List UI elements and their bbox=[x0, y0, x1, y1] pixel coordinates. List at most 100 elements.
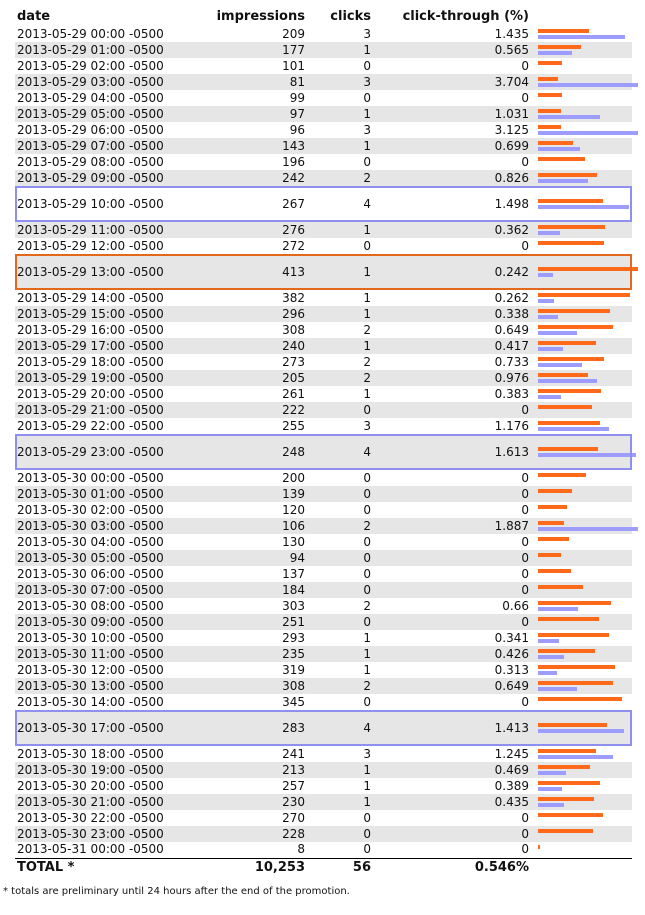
table-row: 2013-05-29 05:00 -0500 97 1 1.031 bbox=[15, 106, 632, 122]
row-date: 2013-05-29 12:00 -0500 bbox=[17, 238, 164, 253]
row-date: 2013-05-30 23:00 -0500 bbox=[15, 826, 195, 842]
clicks-bar bbox=[538, 347, 563, 351]
row-impressions: 200 bbox=[282, 470, 305, 485]
clicks-bar bbox=[538, 729, 624, 733]
row-click-through: 0.341 bbox=[494, 630, 529, 645]
clicks-bar bbox=[538, 395, 561, 399]
footnote: * totals are preliminary until 24 hours … bbox=[3, 886, 350, 897]
row-date: 2013-05-30 19:00 -0500 bbox=[15, 762, 195, 778]
row-bars bbox=[533, 138, 632, 154]
impressions-bar bbox=[538, 569, 571, 573]
row-impressions: 293 bbox=[282, 630, 305, 645]
row-impressions: 209 bbox=[282, 26, 305, 41]
row-impressions: 120 bbox=[282, 502, 305, 517]
table-row: 2013-05-30 20:00 -0500 257 1 0.389 bbox=[15, 778, 632, 794]
row-date: 2013-05-29 00:00 -0500 bbox=[17, 26, 164, 41]
row-bars bbox=[533, 826, 632, 842]
row-impressions: 382 bbox=[282, 290, 305, 305]
table-row: 2013-05-29 09:00 -0500 242 2 0.826 bbox=[15, 170, 632, 186]
clicks-bar bbox=[538, 787, 562, 791]
impressions-bar bbox=[538, 781, 600, 785]
row-bars bbox=[533, 710, 632, 746]
row-click-through: 0.565 bbox=[375, 42, 533, 58]
row-clicks: 3 bbox=[363, 26, 371, 41]
row-impressions: 283 bbox=[195, 710, 309, 746]
row-click-through: 0.469 bbox=[375, 762, 533, 778]
row-clicks: 0 bbox=[363, 810, 371, 825]
row-click-through: 0.66 bbox=[502, 598, 529, 613]
row-clicks: 1 bbox=[363, 778, 371, 793]
impressions-bar bbox=[538, 29, 589, 33]
row-click-through: 0 bbox=[521, 502, 529, 517]
row-impressions: 139 bbox=[195, 486, 309, 502]
row-bars bbox=[533, 694, 632, 710]
row-clicks: 0 bbox=[363, 470, 371, 485]
row-clicks: 0 bbox=[309, 614, 375, 630]
row-date: 2013-05-29 21:00 -0500 bbox=[15, 402, 195, 418]
clicks-bar bbox=[538, 639, 559, 643]
column-header-bars bbox=[533, 6, 632, 26]
table-row: 2013-05-29 01:00 -0500 177 1 0.565 bbox=[15, 42, 632, 58]
row-clicks: 0 bbox=[363, 534, 371, 549]
table-row: 2013-05-30 19:00 -0500 213 1 0.469 bbox=[15, 762, 632, 778]
row-click-through: 0.313 bbox=[494, 662, 529, 677]
table-row: 2013-05-29 18:00 -0500 273 2 0.733 bbox=[15, 354, 632, 370]
column-header-clicks[interactable]: clicks bbox=[330, 8, 371, 24]
table-row: 2013-05-29 11:00 -0500 276 1 0.362 bbox=[15, 222, 632, 238]
row-bars bbox=[533, 386, 632, 402]
row-click-through: 1.613 bbox=[375, 434, 533, 470]
row-date: 2013-05-30 22:00 -0500 bbox=[17, 810, 164, 825]
row-bars bbox=[533, 402, 632, 418]
clicks-bar bbox=[538, 803, 564, 807]
row-clicks: 0 bbox=[309, 582, 375, 598]
table-row: 2013-05-29 04:00 -0500 99 0 0 bbox=[15, 90, 632, 106]
impressions-bar bbox=[538, 341, 596, 345]
row-date: 2013-05-29 10:00 -0500 bbox=[17, 196, 164, 211]
impressions-bar bbox=[538, 61, 562, 65]
row-click-through: 0 bbox=[521, 90, 529, 105]
row-impressions: 308 bbox=[195, 678, 309, 694]
row-clicks: 2 bbox=[363, 354, 371, 369]
row-click-through: 0 bbox=[375, 614, 533, 630]
table-row: 2013-05-30 17:00 -0500 283 4 1.413 bbox=[15, 710, 632, 746]
row-date: 2013-05-30 04:00 -0500 bbox=[17, 534, 164, 549]
row-clicks: 1 bbox=[309, 338, 375, 354]
column-header-date[interactable]: date bbox=[17, 8, 51, 24]
row-impressions: 257 bbox=[282, 778, 305, 793]
row-date: 2013-05-29 19:00 -0500 bbox=[15, 370, 195, 386]
impressions-bar bbox=[538, 405, 592, 409]
clicks-bar bbox=[538, 83, 638, 87]
row-impressions: 345 bbox=[282, 694, 305, 709]
column-header-impressions[interactable]: impressions bbox=[216, 8, 305, 24]
impressions-bar bbox=[538, 309, 610, 313]
row-bars bbox=[533, 646, 632, 662]
table-row: 2013-05-31 00:00 -0500 8 0 0 bbox=[15, 842, 632, 858]
row-date: 2013-05-29 01:00 -0500 bbox=[15, 42, 195, 58]
row-clicks: 0 bbox=[309, 486, 375, 502]
row-click-through: 0 bbox=[521, 470, 529, 485]
row-clicks: 1 bbox=[363, 386, 371, 401]
clicks-bar bbox=[538, 427, 609, 431]
row-clicks: 1 bbox=[363, 662, 371, 677]
impressions-bar bbox=[538, 749, 596, 753]
table-row: 2013-05-30 18:00 -0500 241 3 1.245 bbox=[15, 746, 632, 762]
row-clicks: 2 bbox=[309, 370, 375, 386]
clicks-bar bbox=[538, 607, 578, 611]
table-row: 2013-05-30 13:00 -0500 308 2 0.649 bbox=[15, 678, 632, 694]
clicks-bar bbox=[538, 771, 566, 775]
row-clicks: 3 bbox=[363, 122, 371, 137]
impressions-bar bbox=[538, 521, 564, 525]
impressions-bar bbox=[538, 537, 569, 541]
row-click-through: 1.435 bbox=[494, 26, 529, 41]
table-row: 2013-05-30 23:00 -0500 228 0 0 bbox=[15, 826, 632, 842]
table-row: 2013-05-29 15:00 -0500 296 1 0.338 bbox=[15, 306, 632, 322]
row-clicks: 1 bbox=[363, 630, 371, 645]
row-click-through: 0 bbox=[375, 402, 533, 418]
row-click-through: 0 bbox=[375, 486, 533, 502]
row-bars bbox=[533, 434, 636, 470]
clicks-bar bbox=[538, 231, 560, 235]
row-clicks: 0 bbox=[363, 842, 371, 857]
row-bars bbox=[533, 222, 632, 238]
column-header-click-through[interactable]: click-through (%) bbox=[402, 8, 529, 24]
impressions-bar bbox=[538, 665, 615, 669]
